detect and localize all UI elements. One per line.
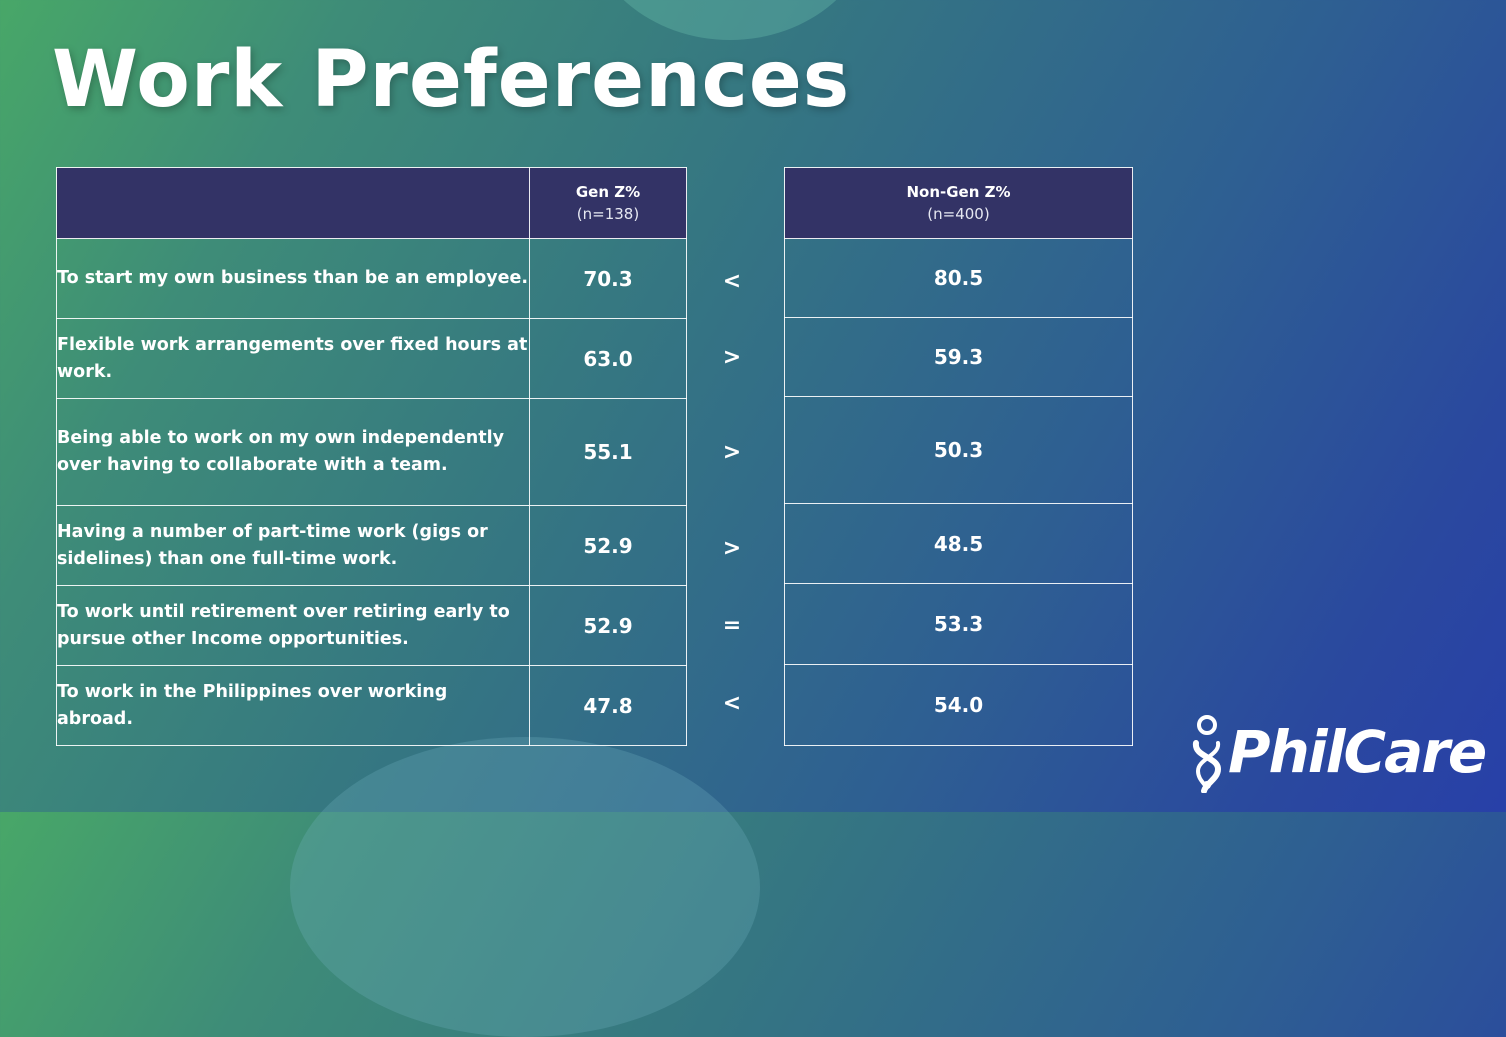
table-row: Being able to work on my own independent…	[56, 398, 687, 506]
non-genz-value: 59.3	[784, 317, 1133, 397]
genz-value: 70.3	[529, 238, 687, 319]
table-header-row: Non-Gen Z% (n=400)	[784, 167, 1133, 239]
statement-label: Having a number of part-time work (gigs …	[56, 505, 530, 586]
non-genz-value: 48.5	[784, 503, 1133, 584]
comparison-symbol: <	[722, 691, 742, 716]
genz-header-label: Gen Z%	[575, 183, 641, 201]
philcare-wordmark: PhilCare	[1228, 718, 1487, 786]
genz-value: 47.8	[529, 665, 687, 746]
genz-value: 52.9	[529, 505, 687, 586]
table-row: 53.3	[784, 583, 1133, 665]
table-row: 80.5	[784, 238, 1133, 318]
genz-header-cell: Gen Z% (n=138)	[529, 167, 687, 239]
comparison-symbol: >	[722, 536, 742, 561]
genz-value: 52.9	[529, 585, 687, 666]
statement-label: To work until retirement over retiring e…	[56, 585, 530, 666]
table-row: 54.0	[784, 664, 1133, 746]
comparison-symbol: =	[722, 613, 742, 638]
non-genz-header-label: Non-Gen Z%	[906, 183, 1011, 201]
genz-value: 63.0	[529, 318, 687, 399]
statement-header-cell	[56, 167, 530, 239]
non-genz-value: 54.0	[784, 664, 1133, 746]
non-genz-sample-size: (n=400)	[927, 205, 990, 223]
non-genz-value: 80.5	[784, 238, 1133, 318]
table-row: To start my own business than be an empl…	[56, 238, 687, 319]
non-genz-value: 50.3	[784, 396, 1133, 504]
comparison-symbol: >	[722, 440, 742, 465]
genz-table: Gen Z% (n=138) To start my own business …	[56, 167, 687, 746]
non-genz-value: 53.3	[784, 583, 1133, 665]
decorative-circle-bottom	[290, 737, 760, 1037]
genz-sample-size: (n=138)	[576, 205, 640, 223]
philcare-logo: PhilCare	[1190, 713, 1487, 793]
statement-label: To work in the Philippines over working …	[56, 665, 530, 746]
table-row: Having a number of part-time work (gigs …	[56, 505, 687, 586]
non-genz-header-cell: Non-Gen Z% (n=400)	[784, 167, 1133, 239]
table-row: 59.3	[784, 317, 1133, 397]
table-row: To work until retirement over retiring e…	[56, 585, 687, 666]
table-header-row: Gen Z% (n=138)	[56, 167, 687, 239]
table-row: 48.5	[784, 503, 1133, 584]
statement-label: Flexible work arrangements over fixed ho…	[56, 318, 530, 399]
philcare-figure-icon	[1193, 715, 1222, 793]
comparison-symbol: <	[722, 269, 742, 294]
comparison-symbol: >	[722, 345, 742, 370]
page-title: Work Preferences	[52, 35, 851, 125]
statement-label: Being able to work on my own independent…	[56, 398, 530, 506]
non-genz-table: Non-Gen Z% (n=400) 80.5 59.3 50.3 48.5 5…	[784, 167, 1133, 746]
table-row: To work in the Philippines over working …	[56, 665, 687, 746]
table-row: 50.3	[784, 396, 1133, 504]
genz-value: 55.1	[529, 398, 687, 506]
statement-label: To start my own business than be an empl…	[56, 238, 530, 319]
table-row: Flexible work arrangements over fixed ho…	[56, 318, 687, 399]
